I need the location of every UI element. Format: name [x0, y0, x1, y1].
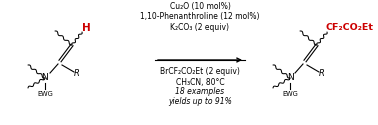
- Text: N: N: [287, 74, 293, 82]
- Text: CF₂CO₂Et: CF₂CO₂Et: [325, 24, 373, 32]
- Text: EWG: EWG: [282, 91, 298, 97]
- Text: BrCF₂CO₂Et (2 equiv): BrCF₂CO₂Et (2 equiv): [160, 68, 240, 76]
- Text: yields up to 91%: yields up to 91%: [168, 98, 232, 106]
- Text: 18 examples: 18 examples: [175, 88, 225, 96]
- Text: R: R: [74, 70, 80, 78]
- Text: K₂CO₃ (2 equiv): K₂CO₃ (2 equiv): [170, 22, 229, 32]
- Text: CH₃CN, 80°C: CH₃CN, 80°C: [176, 78, 224, 86]
- Text: R: R: [319, 70, 325, 78]
- Text: Cu₂O (10 mol%): Cu₂O (10 mol%): [170, 2, 231, 12]
- Text: N: N: [42, 74, 48, 82]
- Text: 1,10-Phenanthroline (12 mol%): 1,10-Phenanthroline (12 mol%): [140, 12, 260, 22]
- Text: EWG: EWG: [37, 91, 53, 97]
- Text: H: H: [82, 23, 90, 33]
